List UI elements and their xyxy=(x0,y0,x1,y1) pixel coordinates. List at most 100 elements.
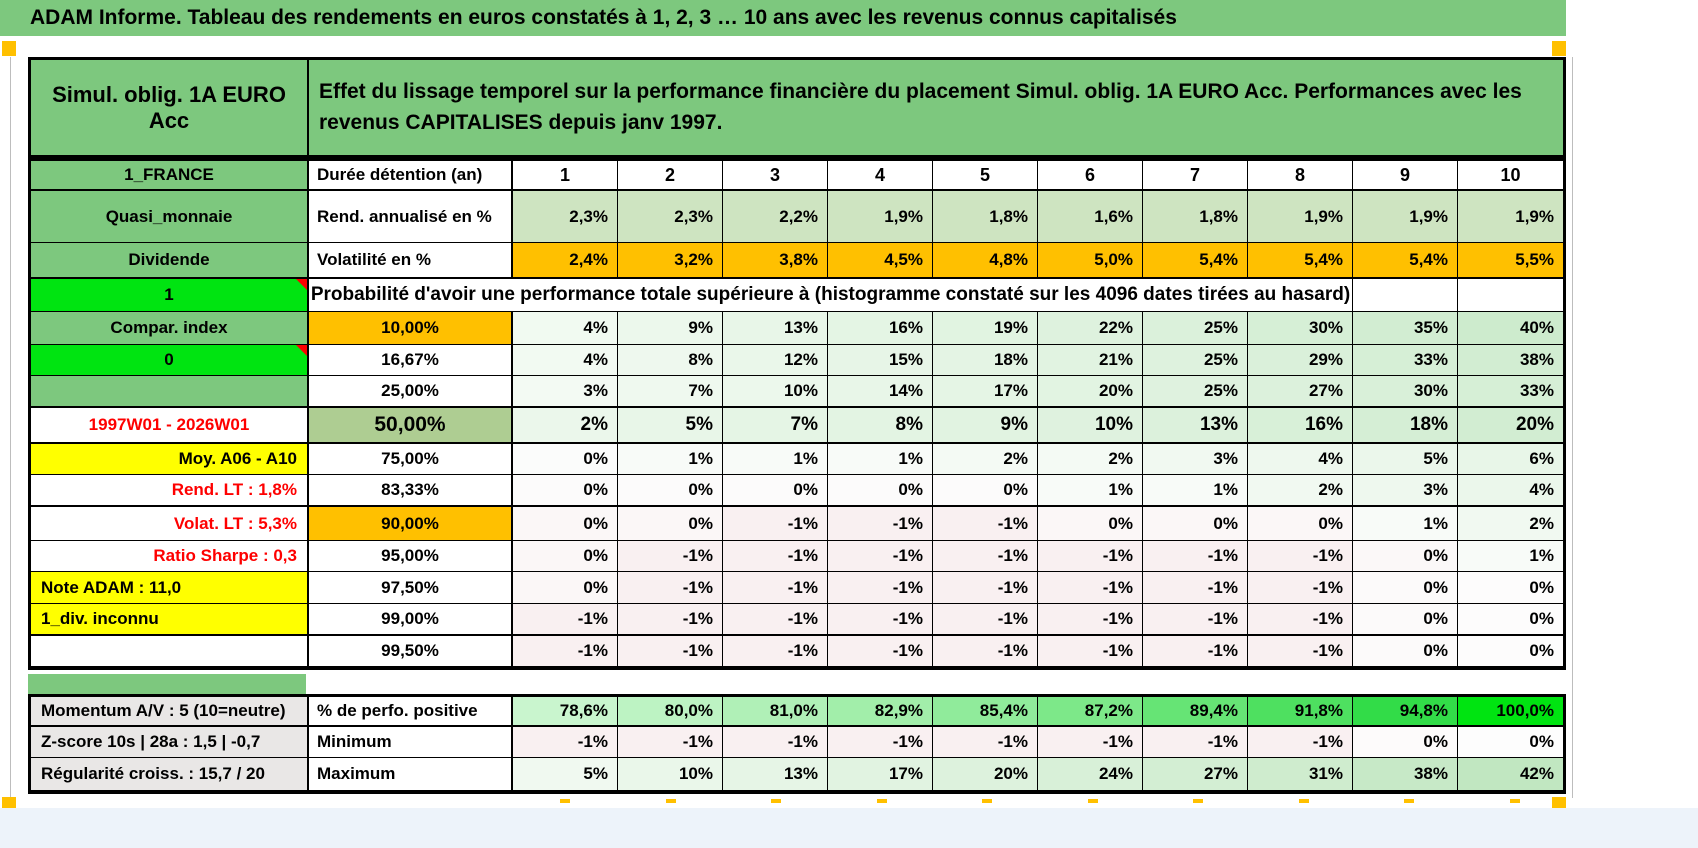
cell-p10-col2[interactable]: 9% xyxy=(618,312,723,345)
cell-p10-col5[interactable]: 19% xyxy=(933,312,1038,345)
cell-p99-5-col8[interactable]: -1% xyxy=(1248,636,1353,667)
cell-p97-5-col5[interactable]: -1% xyxy=(933,572,1038,604)
cell-p16-67-col7[interactable]: 25% xyxy=(1143,345,1248,376)
cell-volatilite-col2[interactable]: 3,2% xyxy=(618,243,723,279)
cell-p95-col7[interactable]: -1% xyxy=(1143,541,1248,572)
row-label-volatilite[interactable]: Dividende xyxy=(31,243,309,279)
cell-p25-col3[interactable]: 10% xyxy=(723,376,828,408)
cell-p10-col6[interactable]: 22% xyxy=(1038,312,1143,345)
cell-minimum-col8[interactable]: -1% xyxy=(1248,727,1353,758)
cell-rend-annualise-col1[interactable]: 2,3% xyxy=(513,191,618,243)
row-title-p99-5[interactable]: 99,50% xyxy=(309,636,513,667)
row-label-perf-positive[interactable]: Momentum A/V : 5 (10=neutre) xyxy=(31,697,309,727)
cell-maximum-col7[interactable]: 27% xyxy=(1143,758,1248,791)
cell-minimum-col7[interactable]: -1% xyxy=(1143,727,1248,758)
cell-minimum-col10[interactable]: 0% xyxy=(1458,727,1563,758)
cell-p99-col1[interactable]: -1% xyxy=(513,604,618,636)
cell-perf-positive-col9[interactable]: 94,8% xyxy=(1353,697,1458,727)
cell-maximum-col1[interactable]: 5% xyxy=(513,758,618,791)
cell-perf-positive-col2[interactable]: 80,0% xyxy=(618,697,723,727)
cell-duree-col4[interactable]: 4 xyxy=(828,161,933,191)
cell-p16-67-col10[interactable]: 38% xyxy=(1458,345,1563,376)
row-label-proba-banner[interactable]: 1 xyxy=(31,279,309,312)
cell-p99-col7[interactable]: -1% xyxy=(1143,604,1248,636)
cell-maximum-col6[interactable]: 24% xyxy=(1038,758,1143,791)
cell-p83-33-col5[interactable]: 0% xyxy=(933,475,1038,507)
cell-rend-annualise-col5[interactable]: 1,8% xyxy=(933,191,1038,243)
cell-minimum-col3[interactable]: -1% xyxy=(723,727,828,758)
cell-p99-5-col2[interactable]: -1% xyxy=(618,636,723,667)
cell-p75-col7[interactable]: 3% xyxy=(1143,444,1248,475)
cell-perf-positive-col4[interactable]: 82,9% xyxy=(828,697,933,727)
row-label-p97-5[interactable]: Note ADAM : 11,0 xyxy=(31,572,309,604)
cell-volatilite-col8[interactable]: 5,4% xyxy=(1248,243,1353,279)
cell-p99-col6[interactable]: -1% xyxy=(1038,604,1143,636)
cell-p25-col7[interactable]: 25% xyxy=(1143,376,1248,408)
cell-p25-col6[interactable]: 20% xyxy=(1038,376,1143,408)
cell-p95-col4[interactable]: -1% xyxy=(828,541,933,572)
cell-p97-5-col10[interactable]: 0% xyxy=(1458,572,1563,604)
cell-minimum-col1[interactable]: -1% xyxy=(513,727,618,758)
cell-maximum-col10[interactable]: 42% xyxy=(1458,758,1563,791)
row-title-p75[interactable]: 75,00% xyxy=(309,444,513,475)
row-title-p25[interactable]: 25,00% xyxy=(309,376,513,408)
row-label-p25[interactable] xyxy=(31,376,309,408)
row-title-p90[interactable]: 90,00% xyxy=(309,507,513,541)
row-title-p99[interactable]: 99,00% xyxy=(309,604,513,636)
cell-duree-col10[interactable]: 10 xyxy=(1458,161,1563,191)
row-label-p90[interactable]: Volat. LT : 5,3% xyxy=(31,507,309,541)
cell-volatilite-col6[interactable]: 5,0% xyxy=(1038,243,1143,279)
cell-rend-annualise-col3[interactable]: 2,2% xyxy=(723,191,828,243)
cell-p16-67-col4[interactable]: 15% xyxy=(828,345,933,376)
row-title-minimum[interactable]: Minimum xyxy=(309,727,513,758)
cell-p97-5-col2[interactable]: -1% xyxy=(618,572,723,604)
cell-p25-col1[interactable]: 3% xyxy=(513,376,618,408)
cell-duree-col6[interactable]: 6 xyxy=(1038,161,1143,191)
cell-duree-col1[interactable]: 1 xyxy=(513,161,618,191)
cell-p10-col4[interactable]: 16% xyxy=(828,312,933,345)
cell-p50-col8[interactable]: 16% xyxy=(1248,408,1353,444)
cell-p83-33-col7[interactable]: 1% xyxy=(1143,475,1248,507)
row-label-maximum[interactable]: Régularité croiss. : 15,7 / 20 xyxy=(31,758,309,791)
cell-maximum-col3[interactable]: 13% xyxy=(723,758,828,791)
cell-minimum-col9[interactable]: 0% xyxy=(1353,727,1458,758)
row-label-p16-67[interactable]: 0 xyxy=(31,345,309,376)
row-title-p16-67[interactable]: 16,67% xyxy=(309,345,513,376)
cell-maximum-col2[interactable]: 10% xyxy=(618,758,723,791)
cell-p99-5-col5[interactable]: -1% xyxy=(933,636,1038,667)
cell-p95-col8[interactable]: -1% xyxy=(1248,541,1353,572)
row-label-p99[interactable]: 1_div. inconnu xyxy=(31,604,309,636)
cell-proba-banner-empty1[interactable] xyxy=(1458,279,1563,312)
row-label-rend-annualise[interactable]: Quasi_monnaie xyxy=(31,191,309,243)
row-title-p83-33[interactable]: 83,33% xyxy=(309,475,513,507)
cell-p99-5-col9[interactable]: 0% xyxy=(1353,636,1458,667)
cell-p16-67-col5[interactable]: 18% xyxy=(933,345,1038,376)
cell-p90-col9[interactable]: 1% xyxy=(1353,507,1458,541)
row-title-volatilite[interactable]: Volatilité en % xyxy=(309,243,513,279)
cell-p95-col2[interactable]: -1% xyxy=(618,541,723,572)
cell-p95-col1[interactable]: 0% xyxy=(513,541,618,572)
cell-p95-col5[interactable]: -1% xyxy=(933,541,1038,572)
cell-p75-col6[interactable]: 2% xyxy=(1038,444,1143,475)
row-title-rend-annualise[interactable]: Rend. annualisé en % xyxy=(309,191,513,243)
cell-p90-col10[interactable]: 2% xyxy=(1458,507,1563,541)
row-title-maximum[interactable]: Maximum xyxy=(309,758,513,791)
cell-p99-col4[interactable]: -1% xyxy=(828,604,933,636)
cell-p16-67-col1[interactable]: 4% xyxy=(513,345,618,376)
cell-p95-col6[interactable]: -1% xyxy=(1038,541,1143,572)
cell-p50-col10[interactable]: 20% xyxy=(1458,408,1563,444)
cell-duree-col7[interactable]: 7 xyxy=(1143,161,1248,191)
cell-p83-33-col9[interactable]: 3% xyxy=(1353,475,1458,507)
cell-p10-col3[interactable]: 13% xyxy=(723,312,828,345)
cell-p16-67-col9[interactable]: 33% xyxy=(1353,345,1458,376)
cell-p99-col3[interactable]: -1% xyxy=(723,604,828,636)
cell-rend-annualise-col10[interactable]: 1,9% xyxy=(1458,191,1563,243)
row-title-duree[interactable]: Durée détention (an) xyxy=(309,161,513,191)
cell-p75-col1[interactable]: 0% xyxy=(513,444,618,475)
cell-p83-33-col1[interactable]: 0% xyxy=(513,475,618,507)
cell-p83-33-col8[interactable]: 2% xyxy=(1248,475,1353,507)
cell-p99-5-col7[interactable]: -1% xyxy=(1143,636,1248,667)
row-label-p99-5[interactable] xyxy=(31,636,309,667)
cell-volatilite-col9[interactable]: 5,4% xyxy=(1353,243,1458,279)
table-description-cell[interactable]: Effet du lissage temporel sur la perform… xyxy=(319,80,1522,134)
